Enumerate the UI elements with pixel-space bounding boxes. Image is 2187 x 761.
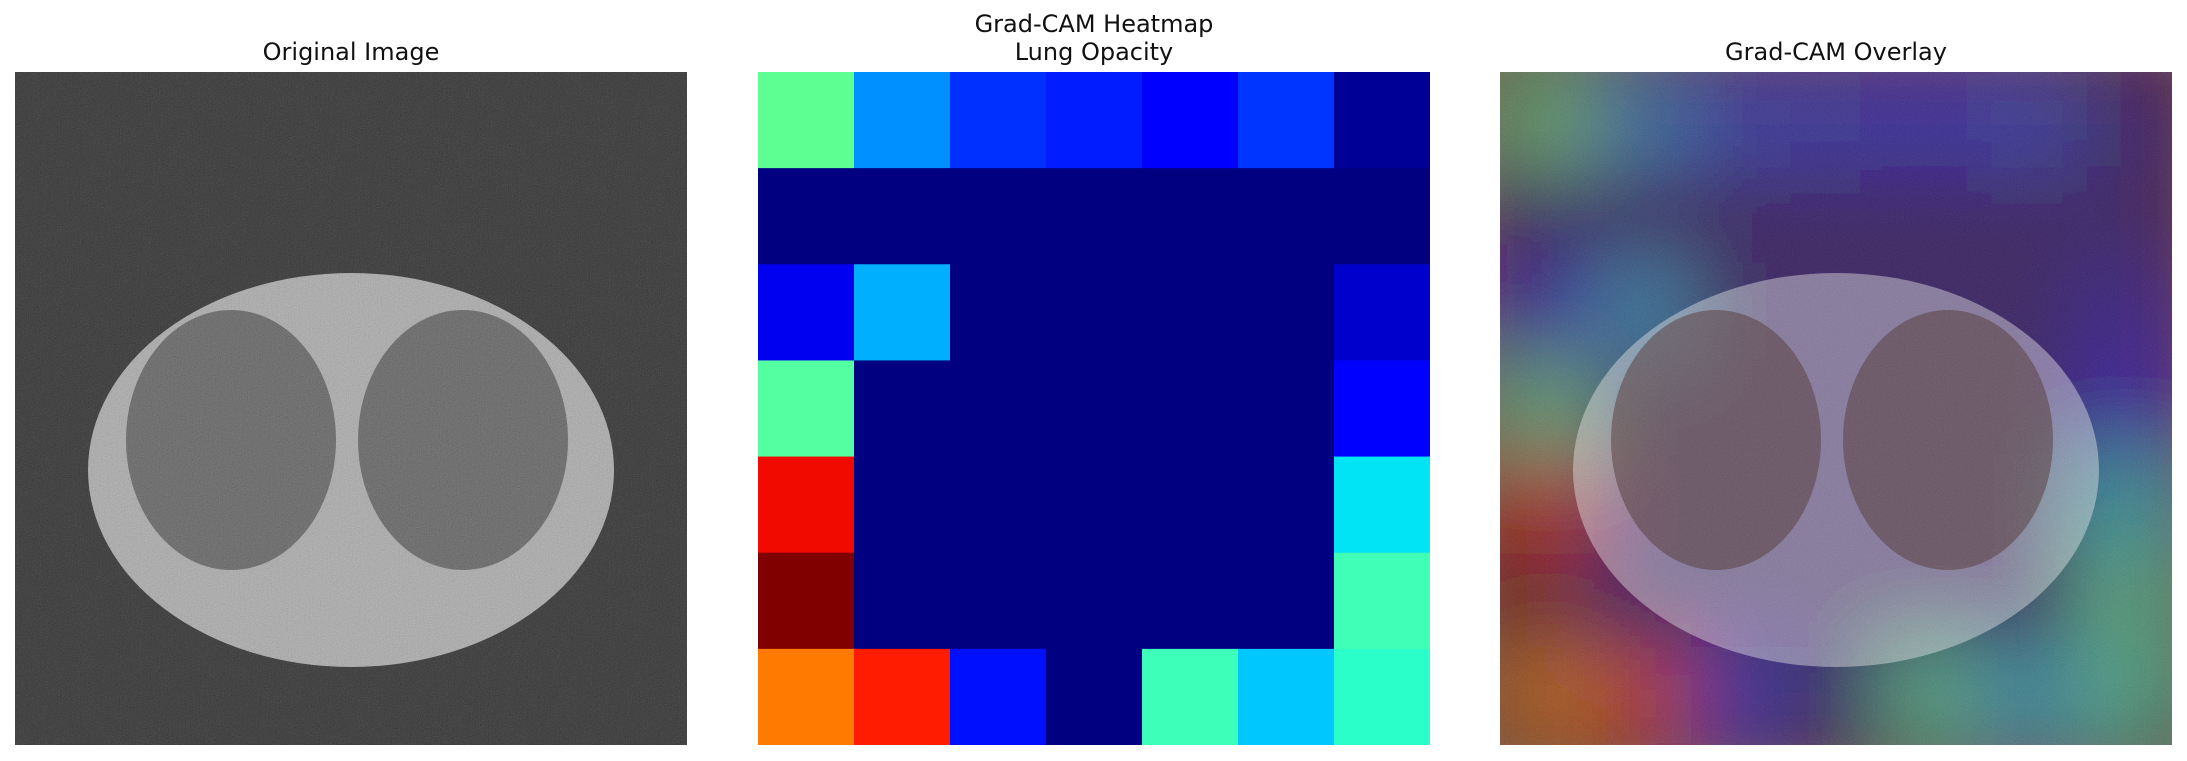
heatmap-cell — [950, 72, 1047, 169]
original-image — [15, 72, 687, 745]
heatmap-cell — [1046, 360, 1143, 458]
original-image-panel: Original Image — [15, 0, 687, 761]
heatmap-cell — [1142, 552, 1239, 650]
heatmap-subtitle: Lung Opacity — [1014, 38, 1174, 66]
heatmap-cell — [854, 648, 951, 745]
heatmap-title: Grad-CAM Heatmap — [974, 10, 1214, 38]
heatmap-cell — [1142, 360, 1239, 458]
heatmap-cell — [950, 264, 1047, 362]
heatmap-cell — [1334, 168, 1430, 265]
heatmap-cell — [1142, 72, 1239, 169]
heatmap-cell — [1142, 648, 1239, 745]
heatmap-cell — [1238, 648, 1335, 745]
heatmap-cell — [950, 552, 1047, 650]
heatmap-cell — [1142, 264, 1239, 362]
heatmap-cell — [1334, 456, 1430, 554]
phantom-image — [15, 72, 687, 745]
heatmap-cell — [1334, 360, 1430, 458]
overlay-noise — [1500, 72, 2172, 745]
heatmap-cell — [1142, 456, 1239, 554]
heatmap-cell — [1238, 264, 1335, 362]
heatmap-cell — [854, 264, 951, 362]
heatmap-cell — [950, 648, 1047, 745]
heatmap-cell — [1046, 552, 1143, 650]
overlay-title: Grad-CAM Overlay — [1725, 38, 1947, 66]
overlay-panel: Grad-CAM Overlay — [1500, 0, 2172, 761]
heatmap-cell — [1238, 360, 1335, 458]
original-image-title: Original Image — [262, 38, 440, 66]
heatmap-cell — [854, 168, 951, 265]
heatmap-cell — [950, 360, 1047, 458]
heatmap-cell — [1334, 72, 1430, 169]
heatmap-cell — [950, 168, 1047, 265]
heatmap-cell — [758, 552, 855, 650]
heatmap-cell — [1046, 168, 1143, 265]
heatmap-cell — [758, 648, 855, 745]
heatmap-cell — [1334, 552, 1430, 650]
heatmap-cell — [758, 168, 855, 265]
heatmap-cell — [1046, 72, 1143, 169]
heatmap-cell — [1046, 264, 1143, 362]
heatmap-cell — [1142, 168, 1239, 265]
heatmap-cell — [758, 456, 855, 554]
overlay-image — [1500, 72, 2172, 745]
heatmap-cell — [854, 360, 951, 458]
heatmap-cell — [1238, 72, 1335, 169]
heatmap-cell — [1046, 456, 1143, 554]
heatmap-cell — [1046, 648, 1143, 745]
heatmap-cell — [758, 72, 855, 169]
heatmap-cell — [1238, 552, 1335, 650]
heatmap-cell — [950, 456, 1047, 554]
heatmap-cell — [854, 72, 951, 169]
heatmap-grid — [758, 72, 1430, 745]
noise-texture — [15, 72, 687, 745]
heatmap-cell — [758, 264, 855, 362]
heatmap-cell — [854, 552, 951, 650]
heatmap-cell — [854, 456, 951, 554]
heatmap-cell — [758, 360, 855, 458]
heatmap-cell — [1334, 264, 1430, 362]
heatmap-panel: Grad-CAM Heatmap Lung Opacity — [758, 0, 1430, 761]
heatmap-cell — [1238, 168, 1335, 265]
heatmap-cell — [1334, 648, 1430, 745]
heatmap-cell — [1238, 456, 1335, 554]
